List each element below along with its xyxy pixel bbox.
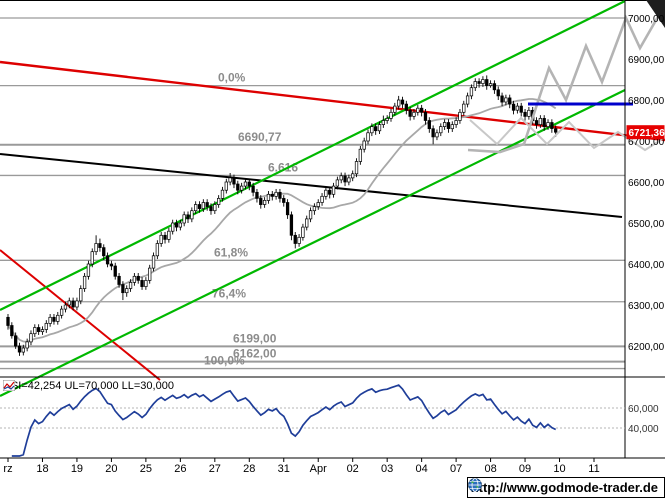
x-axis: rz 18 19 20 25 26 27 28 31 Apr 02 03 04 07 08 09 10 11 bbox=[3, 458, 600, 475]
svg-text:6721,36: 6721,36 bbox=[629, 128, 665, 139]
indicator-icon bbox=[3, 380, 15, 391]
svg-text:09: 09 bbox=[519, 463, 531, 475]
svg-text:11: 11 bbox=[588, 463, 599, 475]
svg-text:6800,00: 6800,00 bbox=[628, 96, 665, 107]
rsi-indicator-label: RSI=42,254 UL=70,000 LL=30,000 bbox=[3, 380, 174, 392]
svg-text:20: 20 bbox=[105, 463, 117, 475]
svg-text:6162,00: 6162,00 bbox=[233, 347, 277, 361]
svg-text:6300,00: 6300,00 bbox=[628, 301, 665, 312]
svg-text:27: 27 bbox=[209, 463, 221, 475]
svg-text:08: 08 bbox=[484, 463, 496, 475]
svg-text:31: 31 bbox=[278, 463, 290, 475]
svg-text:02: 02 bbox=[347, 463, 359, 475]
price-axis: 7000,00 6900,00 6800,00 6700,00 6600,00 6500,… bbox=[624, 0, 665, 458]
rsi-label-text: RSI=42,254 UL=70,000 LL=30,000 bbox=[3, 380, 174, 392]
globe-icon bbox=[467, 478, 482, 492]
svg-text:6700,00: 6700,00 bbox=[628, 137, 665, 148]
projection-layer bbox=[467, 0, 665, 154]
svg-text:26: 26 bbox=[174, 463, 186, 475]
svg-text:7000,00: 7000,00 bbox=[628, 14, 665, 25]
watermark-url: http://www.godmode-trader.de bbox=[470, 480, 658, 495]
svg-text:6.616: 6.616 bbox=[268, 160, 298, 174]
svg-text:18: 18 bbox=[36, 463, 48, 475]
trendlines-layer bbox=[0, 0, 665, 397]
svg-text:25: 25 bbox=[140, 463, 152, 475]
rsi-panel: 60,000 40,000 bbox=[0, 376, 665, 459]
svg-text:61,8%: 61,8% bbox=[214, 245, 248, 259]
svg-text:6600,00: 6600,00 bbox=[628, 178, 665, 189]
svg-text:10: 10 bbox=[553, 463, 565, 475]
svg-text:28: 28 bbox=[243, 463, 255, 475]
svg-text:19: 19 bbox=[71, 463, 83, 475]
svg-text:6500,00: 6500,00 bbox=[628, 219, 665, 230]
svg-text:6690,77: 6690,77 bbox=[238, 130, 282, 144]
svg-text:rz: rz bbox=[3, 463, 12, 475]
candles-layer bbox=[6, 75, 558, 356]
svg-text:Apr: Apr bbox=[310, 463, 327, 475]
svg-text:6200,00: 6200,00 bbox=[628, 342, 665, 353]
watermark-box: http://www.godmode-trader.de bbox=[466, 477, 665, 498]
svg-text:40,000: 40,000 bbox=[628, 424, 659, 435]
moving-average-line bbox=[7, 98, 557, 343]
svg-text:6900,00: 6900,00 bbox=[628, 55, 665, 66]
svg-text:6400,00: 6400,00 bbox=[628, 260, 665, 271]
svg-text:76,4%: 76,4% bbox=[212, 287, 246, 301]
svg-text:60,000: 60,000 bbox=[628, 404, 659, 415]
svg-text:04: 04 bbox=[416, 463, 428, 475]
svg-text:100,0%: 100,0% bbox=[204, 354, 245, 368]
svg-text:03: 03 bbox=[381, 463, 393, 475]
svg-text:6199,00: 6199,00 bbox=[233, 331, 277, 345]
svg-text:0,0%: 0,0% bbox=[218, 71, 246, 85]
svg-text:07: 07 bbox=[450, 463, 462, 475]
levels-layer: 0,0% 6690,77 6.616 61,8% 76,4% 6199,00 6162,00… bbox=[0, 17, 625, 370]
